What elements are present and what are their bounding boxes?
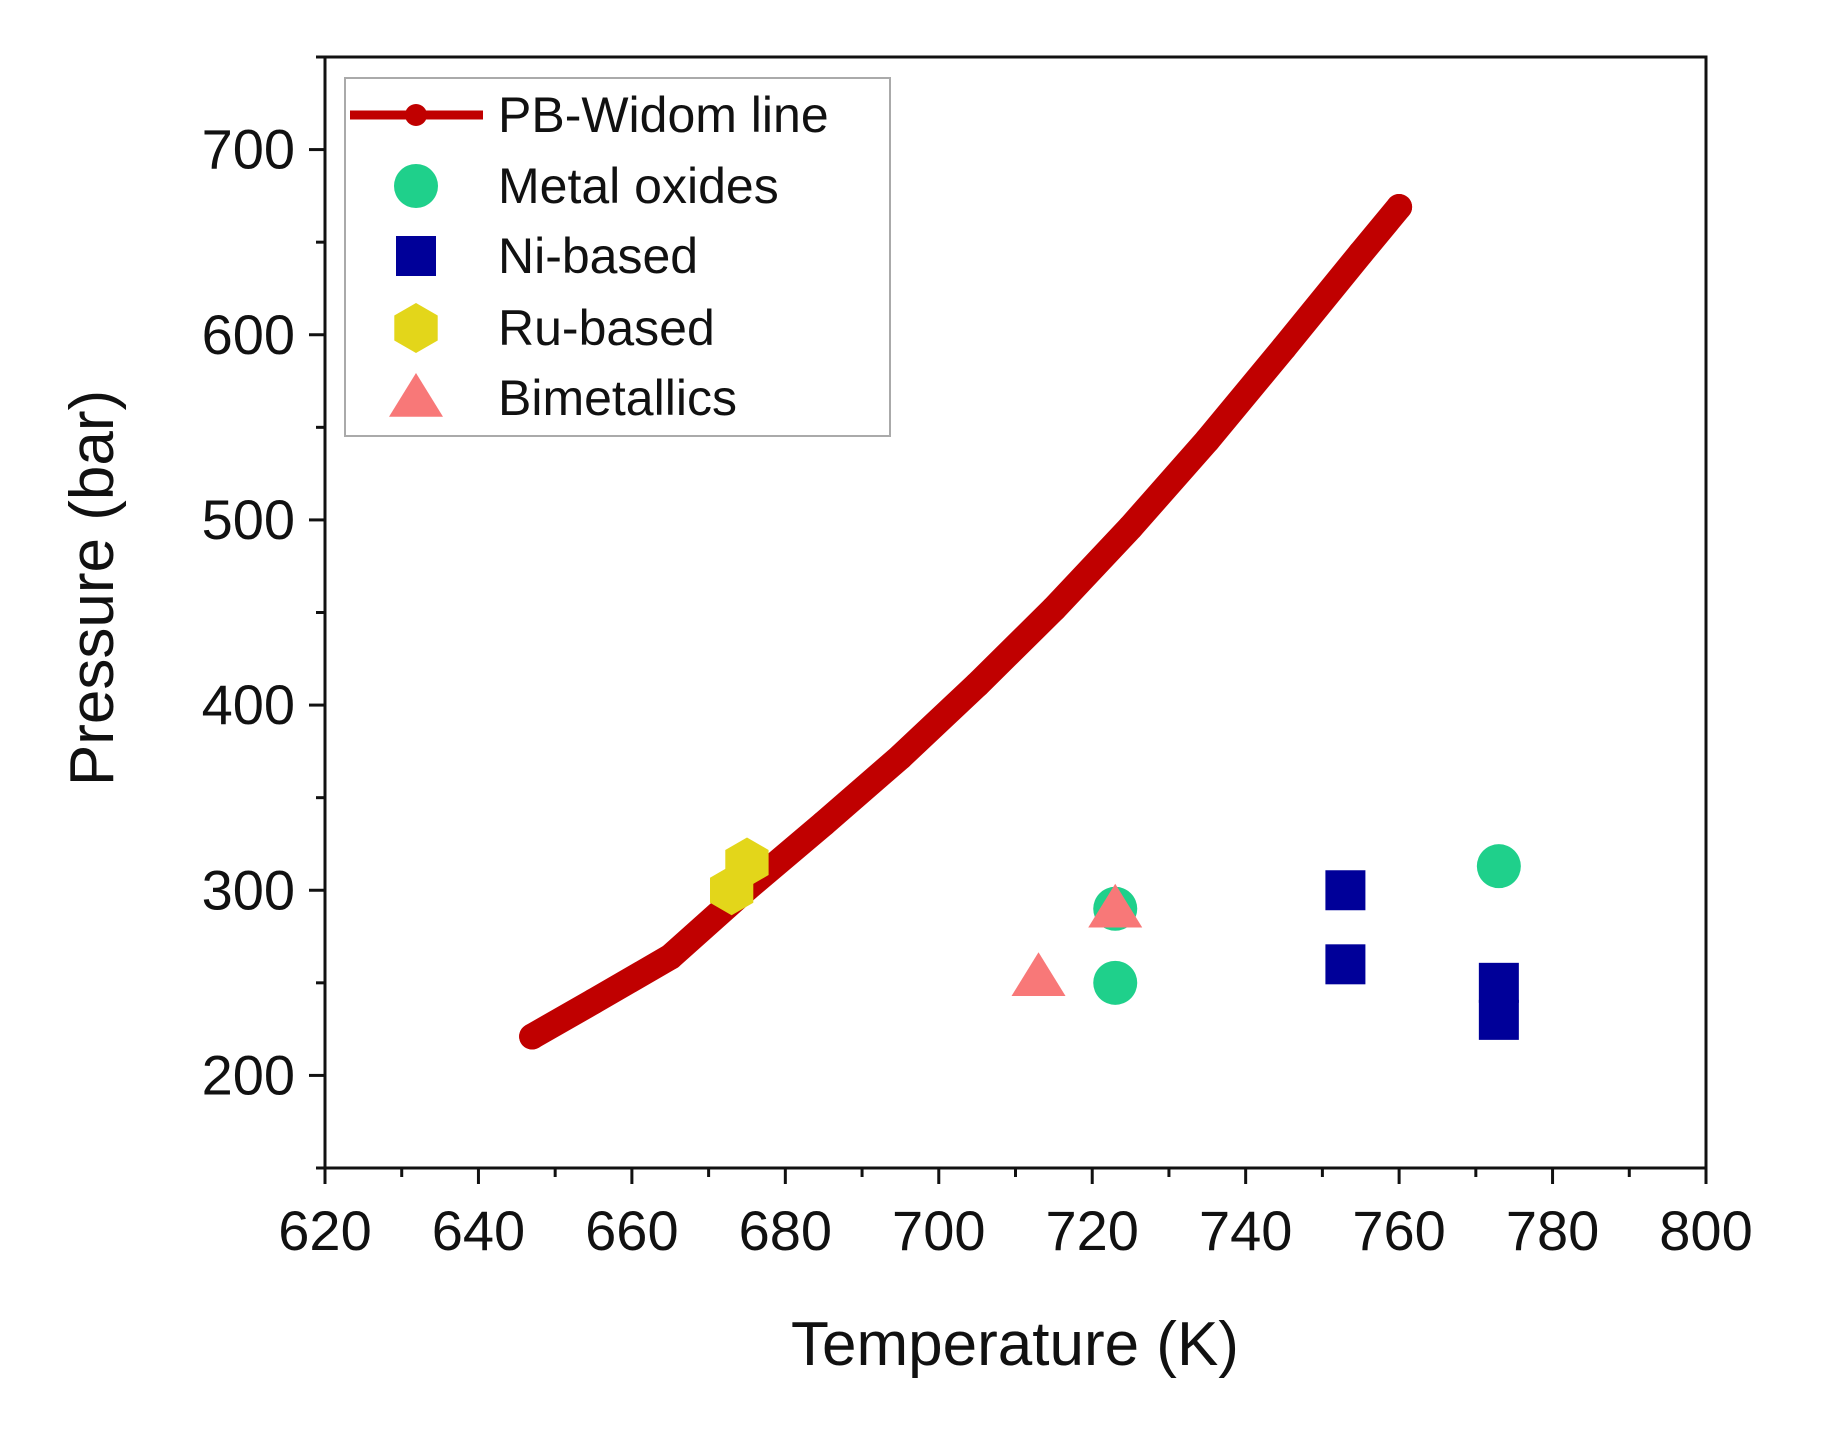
data-point xyxy=(1476,844,1521,889)
x-axis: 620 640 660 680 700 720 740 760 780 800 xyxy=(278,1168,1753,1262)
series-metal-oxides xyxy=(1093,844,1521,1005)
line-point xyxy=(519,1023,546,1050)
data-point xyxy=(1325,870,1366,911)
legend-entry: Ni-based xyxy=(396,228,698,284)
x-tick-label: 640 xyxy=(432,1199,525,1262)
line-point xyxy=(1347,240,1374,267)
data-point xyxy=(1093,960,1138,1005)
data-point xyxy=(1478,962,1519,1003)
legend-label: Metal oxides xyxy=(498,158,779,214)
x-tick-label: 720 xyxy=(1046,1199,1139,1262)
legend-marker xyxy=(396,236,436,276)
y-tick-label: 500 xyxy=(202,488,295,551)
line-point xyxy=(1117,514,1144,541)
y-tick-label: 300 xyxy=(202,858,295,921)
data-point xyxy=(725,837,769,888)
line-point xyxy=(1040,595,1067,622)
x-tick-label: 780 xyxy=(1506,1199,1599,1262)
x-tick-label: 700 xyxy=(892,1199,985,1262)
data-point xyxy=(1011,952,1066,997)
data-point xyxy=(1325,944,1366,985)
line-point xyxy=(887,743,914,770)
x-axis-title: Temperature (K) xyxy=(791,1310,1239,1379)
series-bimetallics xyxy=(1011,883,1143,997)
x-tick-label: 680 xyxy=(739,1199,832,1262)
legend-entry: PB-Widom line xyxy=(350,87,829,143)
line-point xyxy=(1271,334,1298,361)
x-tick-label: 660 xyxy=(585,1199,678,1262)
line-point xyxy=(1194,427,1221,454)
legend: PB-Widom line Metal oxides Ni-based Ru-base… xyxy=(344,77,891,437)
data-point xyxy=(1478,999,1519,1040)
y-axis-title: Pressure (bar) xyxy=(58,390,127,786)
legend-label: PB-Widom line xyxy=(498,87,829,143)
line-point xyxy=(580,988,607,1015)
y-axis: 200 300 400 500 600 700 xyxy=(202,55,325,1170)
legend-entry: Bimetallics xyxy=(389,370,737,426)
legend-label: Ru-based xyxy=(498,300,715,356)
series-pb-widom-line xyxy=(519,193,1413,1050)
legend-marker xyxy=(394,164,438,208)
y-tick-label: 600 xyxy=(202,303,295,366)
legend-marker xyxy=(389,373,443,417)
legend-entry: Metal oxides xyxy=(394,158,779,214)
x-tick-label: 620 xyxy=(278,1199,371,1262)
y-tick-label: 400 xyxy=(202,673,295,736)
series-ni-based xyxy=(1325,870,1519,1040)
legend-marker xyxy=(394,303,438,353)
legend-label: Bimetallics xyxy=(498,370,737,426)
line-point xyxy=(964,671,991,698)
legend-marker xyxy=(405,104,427,126)
x-tick-label: 740 xyxy=(1199,1199,1292,1262)
y-tick-label: 700 xyxy=(202,118,295,181)
legend-entry: Ru-based xyxy=(394,300,715,356)
series-layer xyxy=(519,193,1521,1050)
x-tick-label: 800 xyxy=(1659,1199,1752,1262)
line-point xyxy=(657,943,684,970)
y-tick-label: 200 xyxy=(202,1043,295,1106)
legend-label: Ni-based xyxy=(498,228,698,284)
line-point xyxy=(810,810,837,837)
line-point xyxy=(1386,193,1413,220)
series-ru-based xyxy=(710,837,769,916)
data-point xyxy=(1088,883,1143,928)
x-tick-label: 760 xyxy=(1352,1199,1445,1262)
